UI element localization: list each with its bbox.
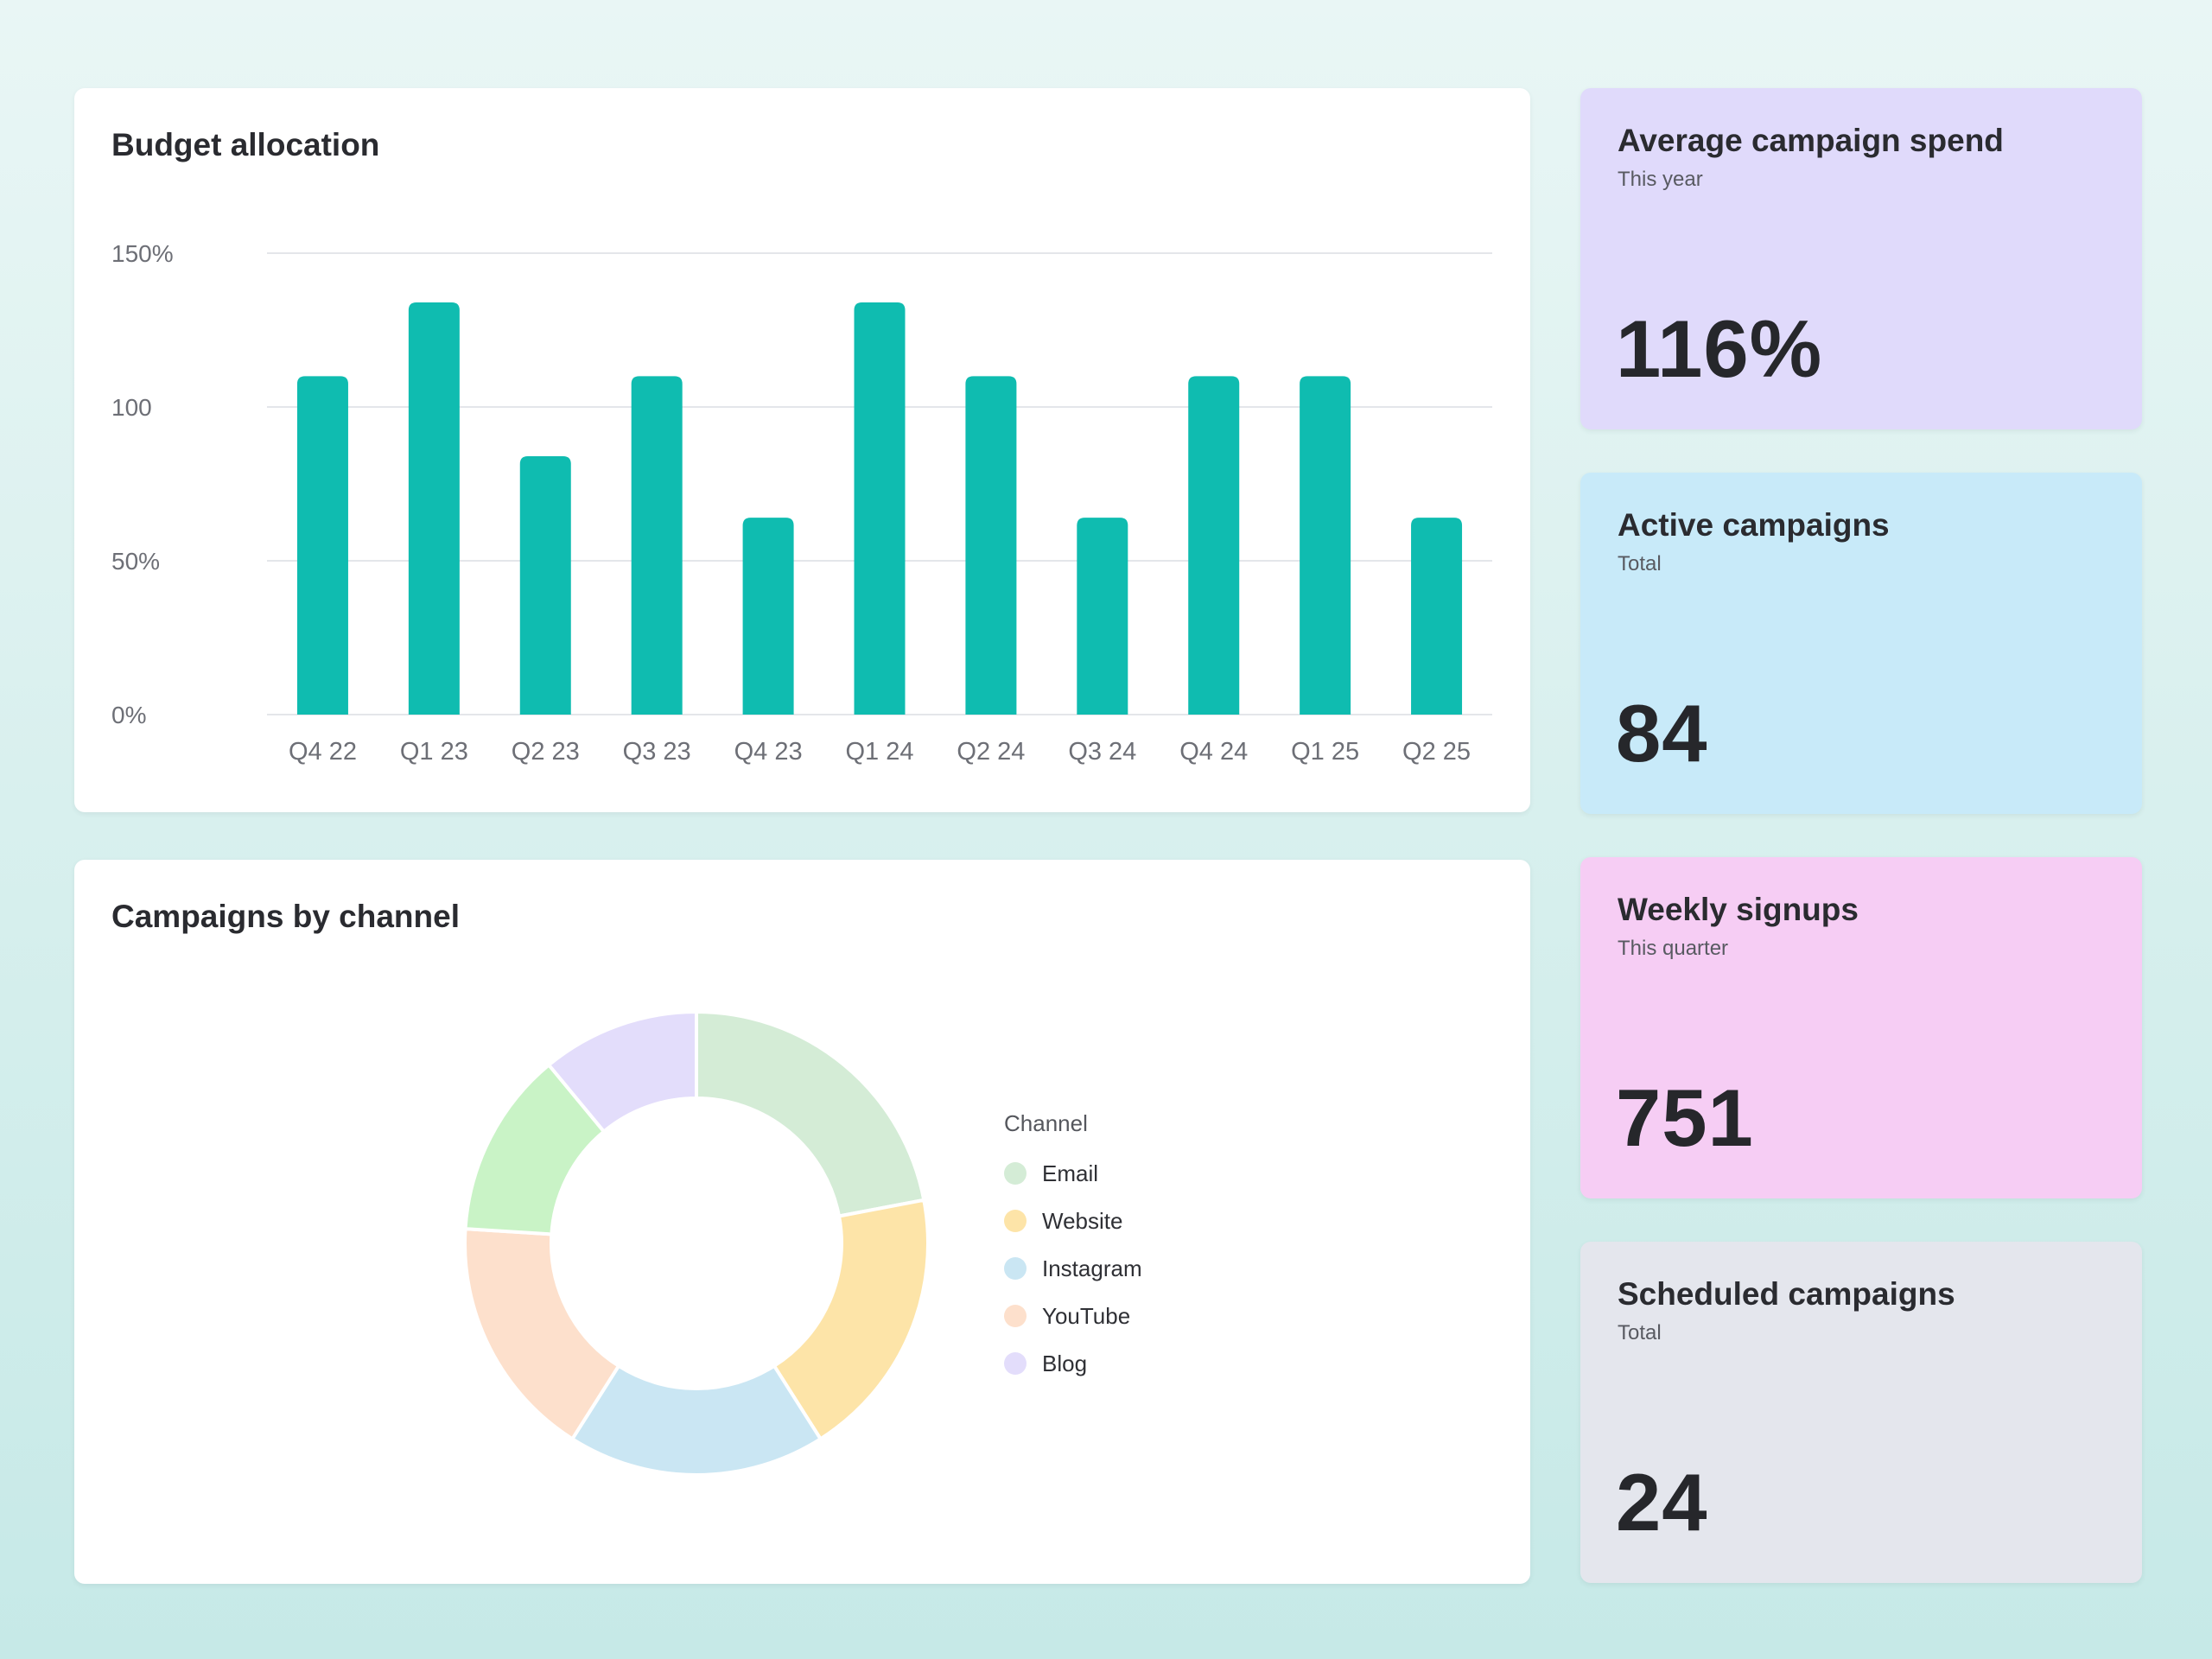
kpi-card-weekly-signups[interactable]: Weekly signups This quarter 751 (1580, 857, 2142, 1198)
bar[interactable] (1300, 376, 1351, 715)
x-tick-label: Q2 23 (512, 738, 580, 766)
y-tick-label: 100 (111, 394, 152, 421)
legend-title: Channel (1004, 1110, 1088, 1136)
kpi-subtitle: This year (1618, 168, 1703, 191)
legend-item[interactable]: Instagram (1042, 1255, 1142, 1281)
bar[interactable] (1077, 518, 1128, 715)
bar[interactable] (965, 376, 1017, 715)
bar[interactable] (519, 455, 571, 715)
y-tick-label: 50% (111, 548, 160, 575)
kpi-title: Weekly signups (1618, 892, 1859, 927)
kpi-subtitle: Total (1618, 1321, 1662, 1344)
kpi-title: Scheduled campaigns (1618, 1276, 1955, 1312)
legend-item[interactable]: YouTube (1042, 1303, 1130, 1329)
kpi-value: 751 (1616, 1072, 1754, 1163)
x-tick-label: Q2 24 (957, 738, 1025, 766)
x-tick-label: Q1 25 (1291, 738, 1359, 766)
bar[interactable] (1188, 376, 1240, 715)
budget-allocation-chart: 0% 50% 100 150% Q4 22 Q1 23 Q2 23 Q3 23 Q4 23 Q1 … (111, 240, 1492, 766)
y-tick-label: 150% (111, 240, 174, 267)
kpi-value: 84 (1616, 688, 1708, 779)
legend-swatch (1004, 1257, 1027, 1280)
bar[interactable] (742, 518, 794, 715)
kpi-card-active-campaigns[interactable]: Active campaigns Total 84 (1580, 473, 2142, 814)
kpi-title: Active campaigns (1618, 507, 1890, 543)
bar[interactable] (631, 376, 683, 715)
campaigns-by-channel-chart: Channel Email Website Instagram YouTube Blog (463, 1009, 1142, 1477)
x-tick-label: Q3 24 (1068, 738, 1136, 766)
legend-item[interactable]: Blog (1042, 1351, 1087, 1376)
kpi-card-scheduled-campaigns[interactable]: Scheduled campaigns Total 24 (1580, 1242, 2142, 1583)
x-tick-label: Q4 22 (289, 738, 357, 766)
campaigns-by-channel-title: Campaigns by channel (111, 899, 460, 934)
legend-item[interactable]: Website (1042, 1208, 1122, 1234)
campaigns-by-channel-card: Campaigns by channel Channel Email Website… (74, 860, 1530, 1584)
legend-swatch (1004, 1210, 1027, 1232)
x-tick-label: Q3 23 (623, 738, 691, 766)
y-tick-label: 0% (111, 702, 146, 728)
bar[interactable] (408, 302, 460, 715)
bar[interactable] (1411, 518, 1463, 715)
x-tick-label: Q4 23 (734, 738, 803, 766)
x-tick-label: Q1 24 (846, 738, 914, 766)
donut-slice[interactable] (772, 1198, 930, 1442)
bar[interactable] (296, 376, 348, 715)
budget-allocation-title: Budget allocation (111, 127, 380, 162)
legend-swatch (1004, 1352, 1027, 1375)
budget-allocation-card: Budget allocation 0% 50% 100 150% Q4 22 Q1 23… (74, 88, 1530, 812)
kpi-subtitle: This quarter (1618, 937, 1729, 960)
bar[interactable] (854, 302, 906, 715)
donut-slice[interactable] (546, 1009, 698, 1135)
x-tick-label: Q4 24 (1179, 738, 1248, 766)
kpi-value: 116% (1616, 303, 1823, 394)
kpi-title: Average campaign spend (1618, 123, 2004, 158)
legend-swatch (1004, 1305, 1027, 1327)
legend-item[interactable]: Email (1042, 1160, 1098, 1186)
donut-slice[interactable] (695, 1009, 926, 1218)
x-tick-label: Q2 25 (1402, 738, 1471, 766)
x-tick-label: Q1 23 (400, 738, 468, 766)
donut-slice[interactable] (569, 1363, 823, 1477)
kpi-card-average-campaign-spend[interactable]: Average campaign spend This year 116% (1580, 88, 2142, 429)
kpi-subtitle: Total (1618, 552, 1662, 575)
legend-swatch (1004, 1162, 1027, 1185)
kpi-value: 24 (1616, 1457, 1708, 1548)
